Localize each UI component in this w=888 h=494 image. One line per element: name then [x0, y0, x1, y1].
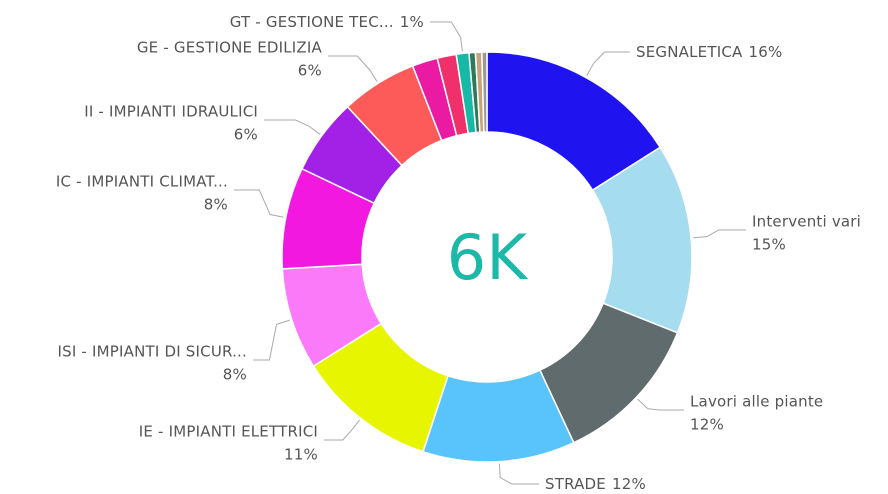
category-name: Interventi vari [752, 213, 861, 231]
leader-line [324, 419, 360, 441]
category-name: STRADE [545, 475, 606, 493]
value-label: 16% [748, 43, 782, 61]
category-name: SEGNALETICA [636, 43, 743, 61]
category-name: GT - GESTIONE TEC... [230, 13, 394, 31]
leader-line [234, 189, 284, 218]
leader-line [498, 463, 539, 485]
leader-line [430, 21, 463, 52]
slice-label: STRADE 12% [545, 475, 646, 493]
category-name: IE - IMPIANTI ELETTRICI [139, 423, 318, 441]
slices [281, 51, 693, 463]
value-label: 11% [284, 446, 318, 464]
leader-line [253, 319, 291, 361]
value-label: 6% [234, 126, 258, 144]
value-label: 1% [400, 13, 424, 31]
leader-line [586, 51, 630, 76]
value-label: 12% [612, 475, 646, 493]
value-label: 15% [752, 236, 786, 254]
leader-line [328, 55, 378, 82]
slice [481, 51, 488, 133]
category-name: GE - GESTIONE EDILIZIA [137, 39, 323, 57]
category-name: ISI - IMPIANTI DI SICUR... [57, 343, 247, 361]
leader-line [264, 119, 321, 135]
slice-label: SEGNALETICA 16% [636, 43, 782, 61]
slice-label: GT - GESTIONE TEC... 1% [230, 13, 424, 31]
category-name: II - IMPIANTI IDRAULICI [84, 103, 258, 121]
value-label: 8% [204, 196, 228, 214]
center-label: 6K [447, 221, 529, 294]
value-label: 6% [298, 62, 322, 80]
category-name: IC - IMPIANTI CLIMAT... [56, 173, 228, 191]
leader-line [693, 229, 746, 239]
value-label: 8% [223, 366, 247, 384]
value-label: 12% [690, 416, 724, 434]
leader-line [637, 398, 684, 411]
category-name: Lavori alle piante [690, 393, 823, 411]
